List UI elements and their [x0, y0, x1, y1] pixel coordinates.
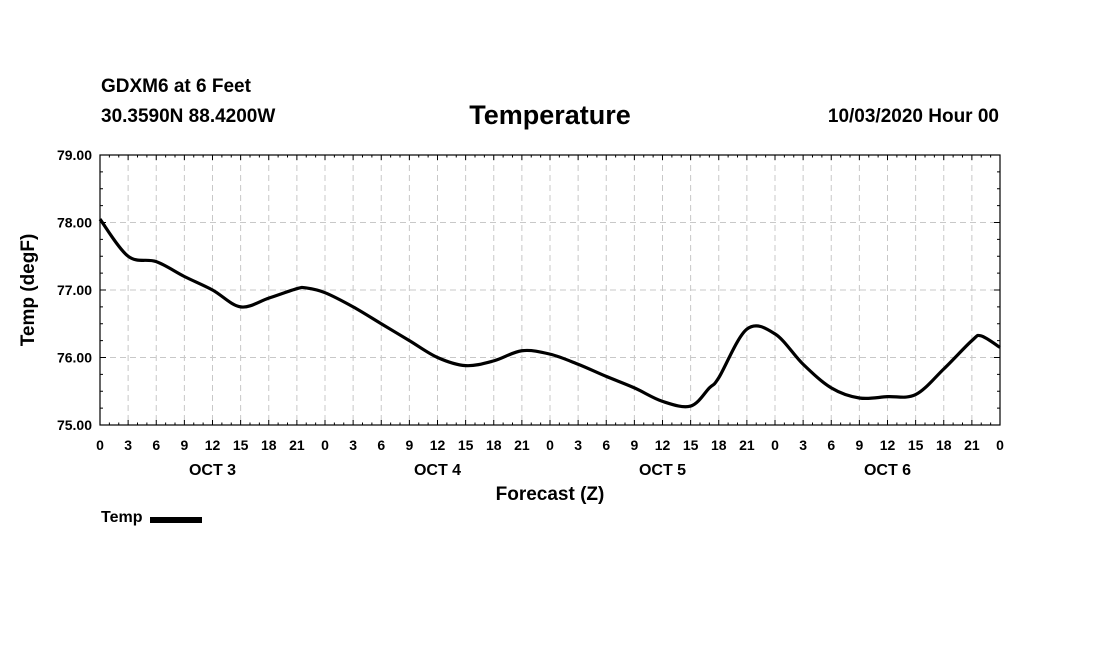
y-tick-label: 77.00: [57, 282, 92, 298]
x-tick-label: 18: [486, 437, 502, 453]
x-tick-label: 9: [405, 437, 413, 453]
x-tick-label: 21: [964, 437, 980, 453]
x-tick-label: 0: [771, 437, 779, 453]
y-axis-label: Temp (degF): [18, 234, 39, 347]
grid-lines: [100, 155, 1000, 425]
day-label: OCT 6: [864, 462, 911, 479]
x-tick-label: 21: [289, 437, 305, 453]
x-tick-label: 3: [574, 437, 582, 453]
x-tick-label: 0: [96, 437, 104, 453]
x-tick-label: 15: [908, 437, 924, 453]
x-tick-label: 12: [430, 437, 446, 453]
station-label: GDXM6 at 6 Feet: [101, 76, 251, 97]
series-line-temp: [98, 218, 1001, 409]
x-tick-label: 3: [124, 437, 132, 453]
x-tick-label: 9: [630, 437, 638, 453]
x-tick-label: 3: [349, 437, 357, 453]
x-tick-label: 15: [233, 437, 249, 453]
x-tick-label: 6: [377, 437, 385, 453]
x-tick-label: 15: [458, 437, 474, 453]
day-label: OCT 5: [639, 462, 686, 479]
x-axis-ticks: 0 3 6 9 12 15 18 21 0 3 6 9 12 15 18 21 0 3 6 9 12 15 18 21 0 3 6 9…: [96, 155, 1004, 453]
legend-label: Temp: [101, 509, 143, 526]
y-tick-label: 76.00: [57, 350, 92, 366]
legend-swatch: [150, 516, 203, 523]
x-tick-label: 18: [936, 437, 952, 453]
x-tick-label: 21: [739, 437, 755, 453]
x-tick-label: 9: [855, 437, 863, 453]
y-axis-ticks: 75.00 76.00 77.00 78.00 79.00: [57, 147, 1000, 433]
y-tick-label: 75.00: [57, 417, 92, 433]
day-label: OCT 3: [189, 462, 236, 479]
y-tick-label: 79.00: [57, 147, 92, 163]
forecast-datetime: 10/03/2020 Hour 00: [827, 106, 999, 127]
legend: Temp: [101, 509, 203, 527]
x-tick-label: 3: [799, 437, 807, 453]
x-tick-label: 12: [655, 437, 671, 453]
x-tick-label: 0: [996, 437, 1004, 453]
x-axis-label: Forecast (Z): [496, 484, 605, 505]
x-tick-label: 15: [683, 437, 699, 453]
x-tick-label: 18: [711, 437, 727, 453]
y-tick-label: 78.00: [57, 215, 92, 231]
x-tick-label: 18: [261, 437, 277, 453]
chart-title: Temperature: [469, 100, 631, 130]
x-tick-label: 12: [880, 437, 896, 453]
x-tick-label: 0: [321, 437, 329, 453]
x-tick-label: 6: [827, 437, 835, 453]
x-tick-label: 0: [546, 437, 554, 453]
x-tick-label: 6: [602, 437, 610, 453]
station-coordinates: 30.3590N 88.4200W: [101, 106, 276, 127]
x-tick-label: 6: [152, 437, 160, 453]
x-tick-label: 9: [180, 437, 188, 453]
day-labels: OCT 3 OCT 4 OCT 5 OCT 6: [189, 462, 911, 479]
x-tick-label: 12: [205, 437, 221, 453]
series-layer: [98, 218, 1001, 409]
day-label: OCT 4: [414, 462, 461, 479]
x-tick-label: 21: [514, 437, 530, 453]
